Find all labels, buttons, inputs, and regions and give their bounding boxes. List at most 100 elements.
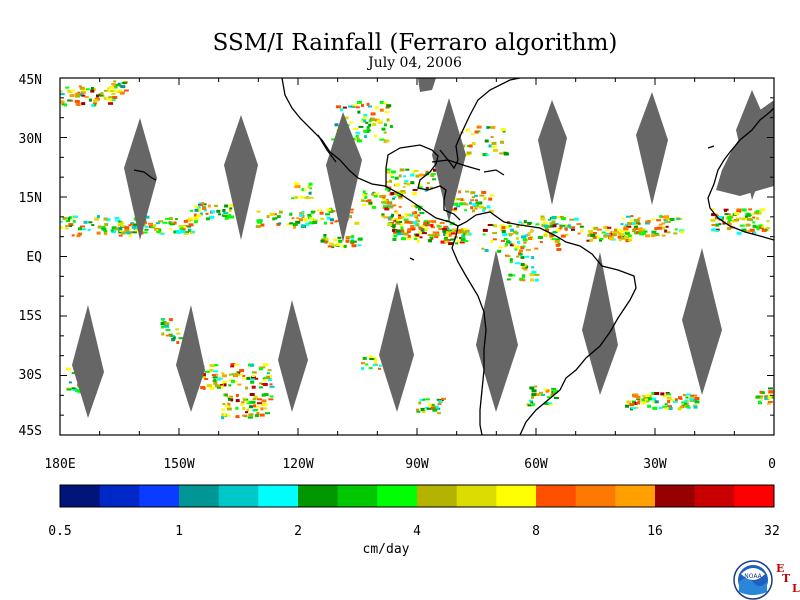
map-background <box>60 78 774 435</box>
rain-pixel <box>317 209 323 212</box>
rain-pixel <box>417 214 421 217</box>
rain-pixel <box>587 233 593 237</box>
rain-pixel <box>160 322 165 325</box>
rain-pixel <box>367 199 372 203</box>
rain-pixel <box>395 211 399 215</box>
rain-pixel <box>111 83 117 86</box>
rain-pixel <box>718 223 722 226</box>
rain-pixel <box>454 207 458 210</box>
rain-pixel <box>768 390 774 394</box>
rain-pixel <box>406 231 411 234</box>
rain-pixel <box>592 232 597 234</box>
rain-pixel <box>249 405 253 409</box>
rain-pixel <box>228 379 232 382</box>
rain-pixel <box>198 203 204 206</box>
rain-pixel <box>552 238 557 241</box>
coastline-florida <box>439 78 521 170</box>
rain-pixel <box>620 229 626 233</box>
rain-pixel <box>661 222 666 225</box>
rain-pixel <box>362 190 366 194</box>
rain-pixel <box>216 209 221 213</box>
rain-pixel <box>262 407 267 410</box>
rain-pixel <box>474 130 479 134</box>
missing-data-swath <box>418 78 436 92</box>
rain-pixel <box>242 374 246 377</box>
lat-label-45n: 45N <box>18 73 42 88</box>
rain-pixel <box>515 236 519 240</box>
rain-pixel <box>250 378 255 381</box>
rain-pixel <box>654 227 658 231</box>
rain-pixel <box>759 397 763 400</box>
rain-pixel <box>272 217 276 221</box>
rain-pixel <box>556 228 561 232</box>
rain-pixel <box>633 225 638 228</box>
rain-pixel <box>254 409 259 411</box>
rain-pixel <box>754 211 760 215</box>
rain-pixel <box>399 168 405 172</box>
rain-pixel <box>187 219 193 222</box>
rain-pixel <box>175 328 180 331</box>
rain-pixel <box>368 201 373 205</box>
rain-pixel <box>378 367 381 370</box>
rain-pixel <box>460 198 464 202</box>
rain-pixel <box>508 233 514 235</box>
rain-pixel <box>251 375 256 377</box>
rain-pixel <box>268 398 274 401</box>
rain-pixel <box>394 191 400 195</box>
rain-pixel <box>231 364 235 367</box>
rain-pixel <box>88 98 92 102</box>
missing-data-swath <box>538 100 567 205</box>
rain-pixel <box>530 278 535 282</box>
rain-pixel <box>527 222 532 225</box>
rain-pixel <box>552 231 558 234</box>
rain-pixel <box>659 215 663 219</box>
rain-pixel <box>235 415 240 419</box>
rain-pixel <box>358 125 364 128</box>
rain-pixel <box>635 222 641 225</box>
rain-pixel <box>256 402 262 405</box>
rain-pixel <box>385 168 391 171</box>
rain-pixel <box>631 222 636 225</box>
rain-pixel <box>223 212 229 214</box>
rain-pixel <box>647 404 652 408</box>
rain-pixel <box>614 228 617 232</box>
rain-pixel <box>761 391 765 395</box>
rain-pixel <box>385 180 390 183</box>
rain-pixel <box>205 217 210 221</box>
noaa-logo-icon[interactable]: NOAA <box>733 560 773 600</box>
rain-pixel <box>81 102 86 106</box>
rain-pixel <box>230 398 234 402</box>
rain-pixel <box>84 96 89 99</box>
rain-pixel <box>522 238 527 242</box>
rain-pixel <box>548 218 551 221</box>
rain-pixel <box>551 387 557 390</box>
rain-pixel <box>678 396 682 400</box>
rain-pixel <box>755 395 761 399</box>
rain-pixel <box>549 224 554 228</box>
rain-pixel <box>362 356 367 360</box>
rain-pixel <box>164 217 170 220</box>
rain-pixel <box>748 208 753 211</box>
rain-pixel <box>476 125 482 129</box>
missing-data-swath <box>72 305 104 418</box>
rain-pixel <box>383 123 387 127</box>
rain-pixel <box>497 249 502 253</box>
rain-pixel <box>420 407 425 411</box>
rain-pixel <box>603 234 608 238</box>
rain-pixel <box>60 226 63 229</box>
rain-pixel <box>67 99 72 102</box>
rain-pixel <box>343 116 349 120</box>
rain-pixel <box>426 407 431 410</box>
rain-pixel <box>363 113 368 117</box>
rain-pixel <box>101 227 107 231</box>
rain-pixel <box>100 225 106 229</box>
rain-pixel <box>751 212 755 215</box>
rain-pixel <box>325 237 329 241</box>
rain-pixel <box>625 239 629 242</box>
rain-pixel <box>298 218 303 222</box>
rain-pixel <box>169 223 175 226</box>
rain-pixel <box>669 399 675 402</box>
rain-pixel <box>77 232 82 236</box>
rain-pixel <box>100 92 104 96</box>
rain-pixel <box>529 273 535 276</box>
